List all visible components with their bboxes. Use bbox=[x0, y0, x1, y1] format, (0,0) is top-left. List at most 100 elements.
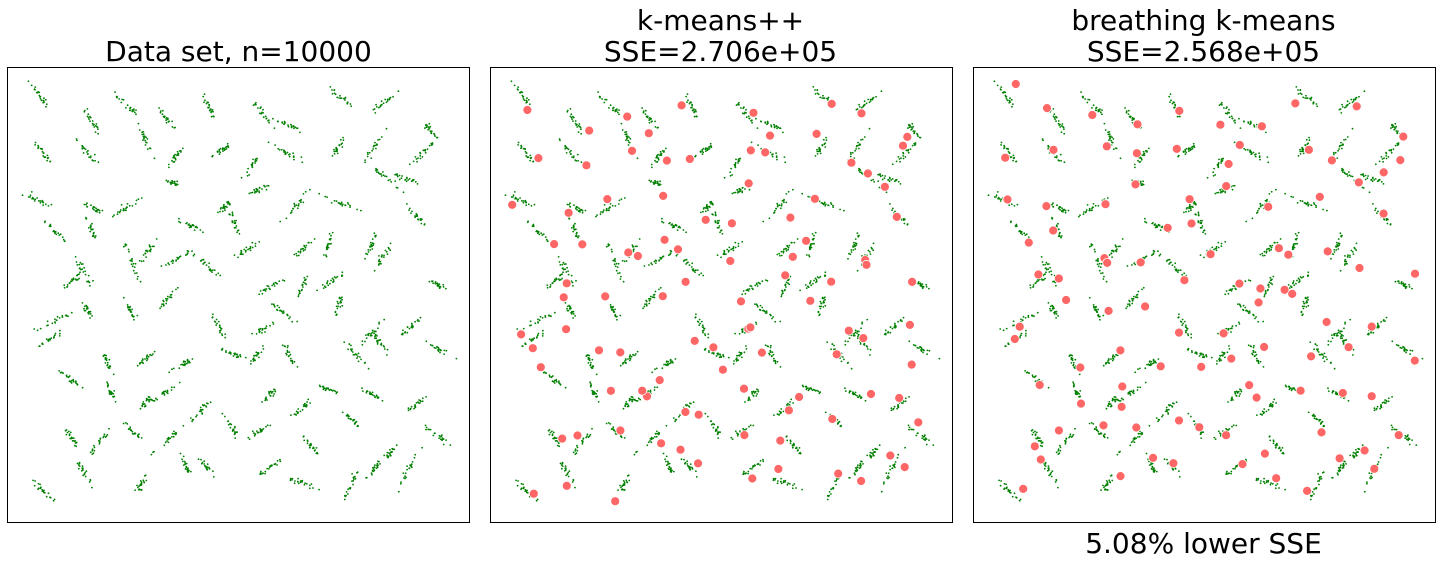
data-point bbox=[139, 361, 142, 364]
data-point bbox=[836, 478, 838, 480]
data-point bbox=[863, 100, 866, 103]
data-point bbox=[567, 148, 570, 151]
data-point bbox=[636, 157, 639, 160]
data-point bbox=[558, 261, 561, 263]
data-point bbox=[153, 157, 156, 160]
data-point bbox=[382, 171, 384, 173]
data-point bbox=[184, 463, 187, 466]
data-point bbox=[62, 372, 64, 374]
data-point bbox=[291, 209, 293, 212]
data-point bbox=[756, 285, 759, 287]
data-point bbox=[376, 464, 378, 467]
data-point bbox=[274, 144, 276, 146]
data-point bbox=[608, 107, 610, 109]
data-point bbox=[1006, 99, 1009, 102]
data-point bbox=[1019, 334, 1022, 337]
data-point bbox=[631, 244, 634, 247]
data-point bbox=[365, 337, 368, 339]
data-point bbox=[357, 424, 359, 427]
data-point bbox=[913, 131, 916, 134]
data-point bbox=[439, 351, 441, 354]
data-point bbox=[562, 261, 565, 264]
data-point bbox=[844, 387, 846, 390]
data-point bbox=[575, 124, 578, 126]
data-point bbox=[309, 484, 311, 487]
data-point bbox=[203, 463, 206, 465]
data-point bbox=[692, 401, 695, 404]
data-point bbox=[125, 207, 127, 210]
data-point bbox=[573, 228, 576, 231]
data-point bbox=[173, 430, 175, 433]
data-point bbox=[431, 344, 434, 347]
data-point bbox=[608, 209, 610, 212]
data-point bbox=[268, 121, 270, 124]
data-point bbox=[91, 486, 93, 489]
centroid-marker bbox=[563, 207, 574, 218]
data-point bbox=[305, 244, 308, 247]
data-point bbox=[1013, 205, 1016, 207]
data-point bbox=[319, 385, 322, 388]
data-point bbox=[328, 389, 331, 392]
data-point bbox=[861, 106, 863, 109]
data-point bbox=[371, 473, 373, 476]
data-point bbox=[549, 284, 552, 286]
data-point bbox=[735, 158, 737, 161]
data-point bbox=[889, 465, 891, 467]
data-point bbox=[560, 467, 563, 470]
data-point bbox=[1051, 203, 1053, 206]
data-point bbox=[122, 296, 125, 299]
data-point bbox=[344, 96, 347, 99]
data-point bbox=[338, 144, 341, 147]
centroid-marker bbox=[623, 247, 634, 258]
data-point bbox=[1060, 235, 1063, 237]
data-point bbox=[32, 198, 35, 200]
data-point bbox=[559, 462, 562, 465]
data-point bbox=[564, 302, 567, 304]
data-point bbox=[332, 278, 335, 281]
data-point bbox=[576, 153, 579, 156]
data-point bbox=[868, 127, 871, 130]
data-point bbox=[95, 123, 98, 125]
centroid-marker bbox=[577, 239, 588, 250]
data-point bbox=[208, 467, 211, 470]
data-point bbox=[780, 295, 783, 298]
data-point bbox=[386, 100, 389, 102]
data-point bbox=[255, 101, 257, 104]
data-point bbox=[773, 414, 775, 416]
data-point bbox=[87, 312, 90, 314]
data-point bbox=[759, 304, 762, 307]
data-point bbox=[336, 150, 338, 153]
data-point bbox=[902, 152, 905, 155]
data-point bbox=[588, 359, 591, 362]
data-point bbox=[443, 349, 446, 352]
data-point bbox=[404, 475, 406, 478]
data-point bbox=[418, 399, 420, 401]
data-point bbox=[707, 209, 709, 212]
data-point bbox=[743, 351, 746, 354]
data-point bbox=[589, 382, 592, 385]
data-point bbox=[387, 179, 390, 182]
data-point bbox=[353, 423, 356, 425]
data-point bbox=[361, 340, 364, 342]
data-point bbox=[635, 353, 637, 355]
data-point bbox=[737, 433, 740, 436]
data-point bbox=[281, 279, 284, 281]
data-point bbox=[293, 158, 295, 161]
data-point bbox=[179, 221, 182, 224]
data-point bbox=[780, 203, 783, 205]
data-point bbox=[244, 356, 247, 359]
data-point bbox=[645, 115, 648, 118]
data-point bbox=[515, 479, 517, 482]
data-point bbox=[635, 451, 637, 454]
data-point bbox=[672, 417, 675, 419]
data-point bbox=[399, 482, 402, 485]
data-point bbox=[445, 349, 448, 352]
data-point bbox=[1072, 382, 1075, 385]
data-point bbox=[416, 319, 419, 322]
data-point bbox=[517, 86, 520, 88]
data-point bbox=[852, 391, 854, 393]
data-point bbox=[832, 204, 834, 207]
data-point bbox=[372, 145, 375, 148]
data-point bbox=[719, 231, 721, 234]
data-point bbox=[87, 274, 90, 277]
